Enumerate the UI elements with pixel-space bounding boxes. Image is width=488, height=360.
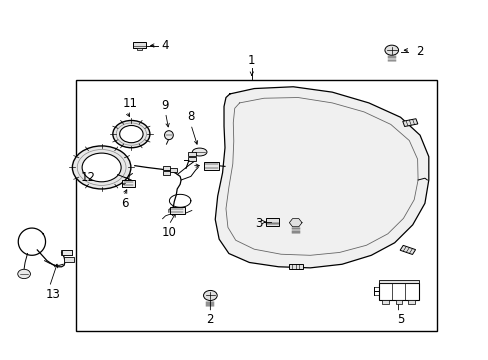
- Bar: [399, 246, 415, 255]
- Ellipse shape: [164, 131, 173, 140]
- Text: 1: 1: [247, 54, 255, 67]
- Bar: [395, 300, 402, 304]
- Text: 10: 10: [161, 226, 176, 239]
- Bar: [203, 162, 219, 170]
- Bar: [62, 249, 72, 255]
- Text: 13: 13: [45, 288, 61, 301]
- Bar: [163, 166, 170, 170]
- Bar: [266, 219, 279, 226]
- Text: 5: 5: [396, 314, 404, 327]
- Polygon shape: [289, 219, 302, 227]
- Text: 2: 2: [415, 45, 423, 58]
- Text: 4: 4: [161, 39, 169, 52]
- Text: 9: 9: [161, 99, 169, 112]
- Circle shape: [82, 153, 121, 182]
- Bar: [163, 171, 170, 175]
- Circle shape: [18, 269, 30, 279]
- Text: 7: 7: [183, 159, 190, 172]
- Bar: [188, 157, 196, 161]
- Bar: [407, 300, 414, 304]
- Bar: [402, 119, 417, 126]
- Text: 12: 12: [81, 171, 96, 184]
- Bar: [133, 41, 146, 48]
- Circle shape: [120, 126, 143, 143]
- Bar: [170, 168, 177, 172]
- Text: 8: 8: [186, 110, 194, 123]
- Bar: [76, 80, 436, 330]
- Text: 3: 3: [255, 216, 263, 230]
- Bar: [137, 48, 142, 50]
- Bar: [378, 283, 418, 300]
- Circle shape: [113, 121, 150, 148]
- Bar: [382, 300, 388, 304]
- Bar: [64, 257, 74, 262]
- Circle shape: [384, 45, 398, 55]
- Text: 2: 2: [206, 314, 214, 327]
- Bar: [188, 152, 196, 156]
- Circle shape: [203, 291, 217, 301]
- Ellipse shape: [192, 148, 206, 156]
- Bar: [61, 249, 72, 255]
- Bar: [378, 280, 418, 283]
- Polygon shape: [215, 87, 428, 268]
- Text: 11: 11: [122, 97, 137, 110]
- Bar: [122, 180, 134, 187]
- Circle shape: [72, 146, 131, 189]
- Text: 6: 6: [122, 197, 129, 210]
- Bar: [288, 264, 302, 269]
- Bar: [169, 207, 184, 214]
